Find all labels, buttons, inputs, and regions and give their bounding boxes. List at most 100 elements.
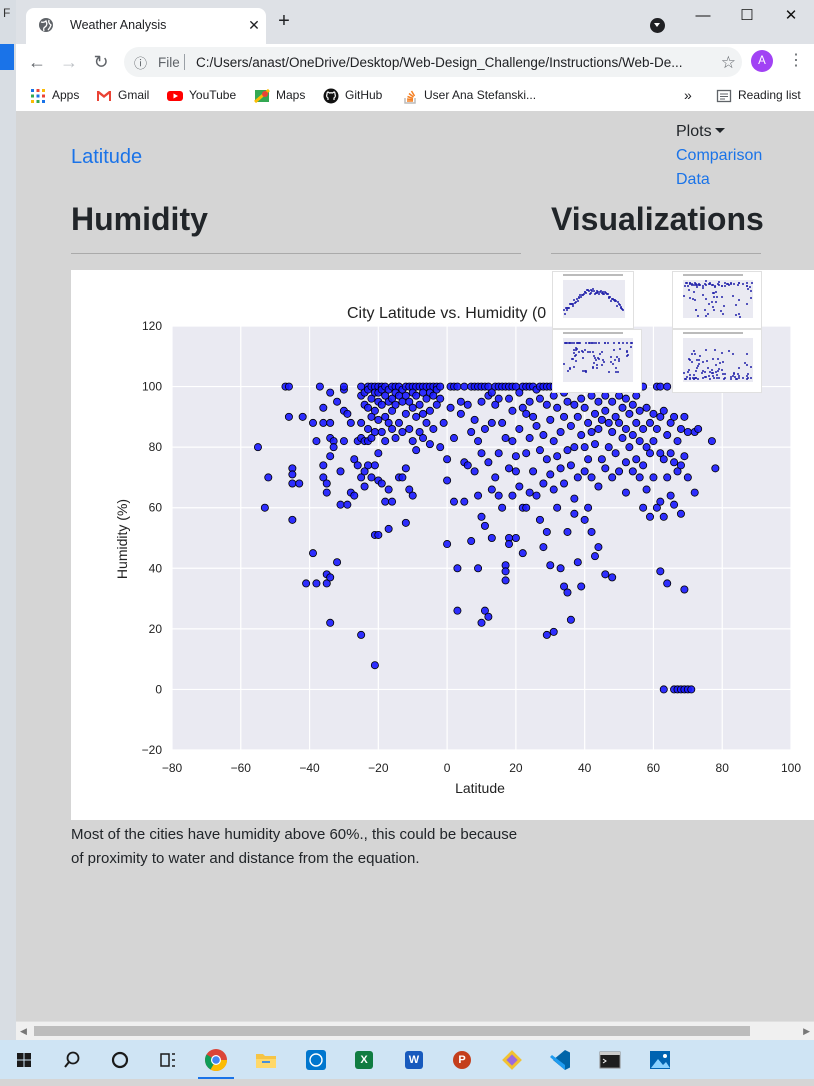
- thumbnail-point: [566, 342, 568, 345]
- scroll-right-icon[interactable]: ▶: [803, 1026, 810, 1036]
- github-icon: [323, 88, 339, 104]
- data-point: [474, 491, 483, 500]
- data-point: [628, 467, 637, 476]
- bookmark-maps[interactable]: Maps: [254, 86, 305, 104]
- temperature-thumbnail[interactable]: [552, 271, 634, 329]
- bookmark-github[interactable]: GitHub: [323, 86, 382, 104]
- thumbnail-plot: [683, 338, 753, 382]
- bookmark-label: User Ana Stefanski...: [424, 88, 537, 102]
- page-viewport: Latitude Plots Comparison Data Humidity …: [16, 111, 814, 1021]
- forward-arrow-icon[interactable]: →: [60, 52, 78, 72]
- plots-dropdown[interactable]: Plots: [676, 123, 725, 141]
- browser-toolbar: ← → ↻ ⓘ File C:/Users/anast/OneDrive/Des…: [16, 44, 814, 80]
- back-arrow-icon[interactable]: ←: [28, 52, 46, 72]
- new-tab-button[interactable]: +: [278, 10, 290, 32]
- search-icon[interactable]: [56, 1044, 88, 1076]
- visualizations-heading: Visualizations: [551, 201, 764, 237]
- word-icon[interactable]: W: [398, 1044, 430, 1076]
- excel-icon[interactable]: X: [348, 1044, 380, 1076]
- data-point: [656, 412, 665, 421]
- bookmark-stackoverflow[interactable]: User Ana Stefanski...: [402, 86, 536, 104]
- bookmark-star-icon[interactable]: ☆: [720, 53, 736, 72]
- powerpoint-letter: P: [458, 1054, 466, 1066]
- windows-start-icon[interactable]: [8, 1044, 40, 1076]
- reading-list-button[interactable]: Reading list: [716, 86, 801, 104]
- thumbnail-point: [738, 367, 741, 370]
- data-point: [436, 394, 445, 403]
- active-app-indicator: [198, 1077, 234, 1079]
- thumbnail-point: [684, 284, 687, 287]
- maximize-button[interactable]: ☐: [740, 7, 754, 24]
- data-point: [594, 424, 603, 433]
- humidity-thumbnail[interactable]: [552, 329, 642, 393]
- thumbnail-point: [689, 283, 692, 286]
- data-point: [628, 431, 637, 440]
- thumbnail-point: [695, 358, 698, 361]
- reload-icon[interactable]: ↻: [93, 52, 109, 72]
- bookmark-youtube[interactable]: YouTube: [167, 86, 236, 104]
- thumbnail-point: [686, 282, 688, 285]
- thumbnail-point: [708, 377, 711, 380]
- file-explorer-icon[interactable]: [250, 1044, 282, 1076]
- file-label: File: [158, 55, 180, 70]
- cloudiness-thumbnail[interactable]: [672, 271, 762, 329]
- horizontal-scrollbar[interactable]: ◀ ▶: [16, 1021, 814, 1041]
- minimize-button[interactable]: —: [695, 7, 711, 24]
- thumbnail-point: [703, 371, 706, 374]
- tab-search-icon[interactable]: [650, 18, 665, 33]
- tab-weather-analysis[interactable]: Weather Analysis ✕: [26, 8, 266, 44]
- desktop-window-tab[interactable]: [0, 44, 14, 70]
- profile-avatar[interactable]: A: [751, 50, 773, 72]
- scrollbar-thumb[interactable]: [34, 1026, 750, 1036]
- data-point: [319, 403, 328, 412]
- address-bar[interactable]: ⓘ File C:/Users/anast/OneDrive/Desktop/W…: [124, 47, 742, 77]
- data-point: [408, 491, 417, 500]
- git-icon[interactable]: [496, 1044, 528, 1076]
- thumbnail-point: [573, 298, 576, 301]
- close-window-button[interactable]: ✕: [784, 7, 798, 24]
- scroll-left-icon[interactable]: ◀: [20, 1026, 27, 1036]
- data-point: [628, 400, 637, 409]
- data-point: [649, 409, 658, 418]
- data-point: [350, 455, 359, 464]
- dell-icon[interactable]: [300, 1044, 332, 1076]
- data-point: [505, 464, 514, 473]
- data-point: [590, 552, 599, 561]
- cortana-icon[interactable]: [104, 1044, 136, 1076]
- bookmark-label: Apps: [52, 88, 80, 102]
- powerpoint-icon[interactable]: P: [446, 1044, 478, 1076]
- bookmarks-overflow-button[interactable]: »: [684, 87, 692, 103]
- tab-close-icon[interactable]: ✕: [248, 17, 260, 33]
- photos-icon[interactable]: [644, 1044, 676, 1076]
- task-view-icon[interactable]: [152, 1044, 184, 1076]
- data-point: [587, 391, 596, 400]
- thumbnail-point: [610, 360, 613, 363]
- comparison-nav-link[interactable]: Comparison: [676, 147, 763, 164]
- url-text[interactable]: C:/Users/anast/OneDrive/Desktop/Web-Desi…: [196, 55, 683, 70]
- thumbnail-point: [617, 371, 620, 374]
- terminal-icon[interactable]: [594, 1044, 626, 1076]
- data-point: [346, 418, 355, 427]
- data-point: [460, 382, 469, 391]
- thumbnail-point: [588, 293, 591, 296]
- data-point: [608, 473, 617, 482]
- data-nav-link[interactable]: Data: [676, 171, 710, 188]
- chrome-icon[interactable]: [200, 1044, 232, 1076]
- data-point: [542, 527, 551, 536]
- data-point: [532, 421, 541, 430]
- menu-kebab-icon[interactable]: ⋮: [788, 52, 804, 69]
- latitude-nav-link[interactable]: Latitude: [71, 146, 143, 168]
- bookmark-apps[interactable]: Apps: [30, 86, 79, 104]
- data-point: [381, 412, 390, 421]
- reading-list-label: Reading list: [738, 88, 801, 102]
- vscode-icon[interactable]: [544, 1044, 576, 1076]
- info-icon[interactable]: ⓘ: [134, 56, 148, 71]
- data-point: [381, 391, 390, 400]
- thumbnail-point: [688, 368, 691, 371]
- analysis-caption: Most of the cities have humidity above 6…: [71, 826, 518, 867]
- data-point: [322, 488, 331, 497]
- thumbnail-point: [686, 285, 689, 288]
- bookmark-gmail[interactable]: Gmail: [96, 86, 149, 104]
- wind-speed-thumbnail[interactable]: [672, 329, 762, 393]
- scatter-plot: −80 −60 −40 −20 0 20 40 60 80 100 −20 0 20 40 60 80 100 1…: [114, 305, 801, 796]
